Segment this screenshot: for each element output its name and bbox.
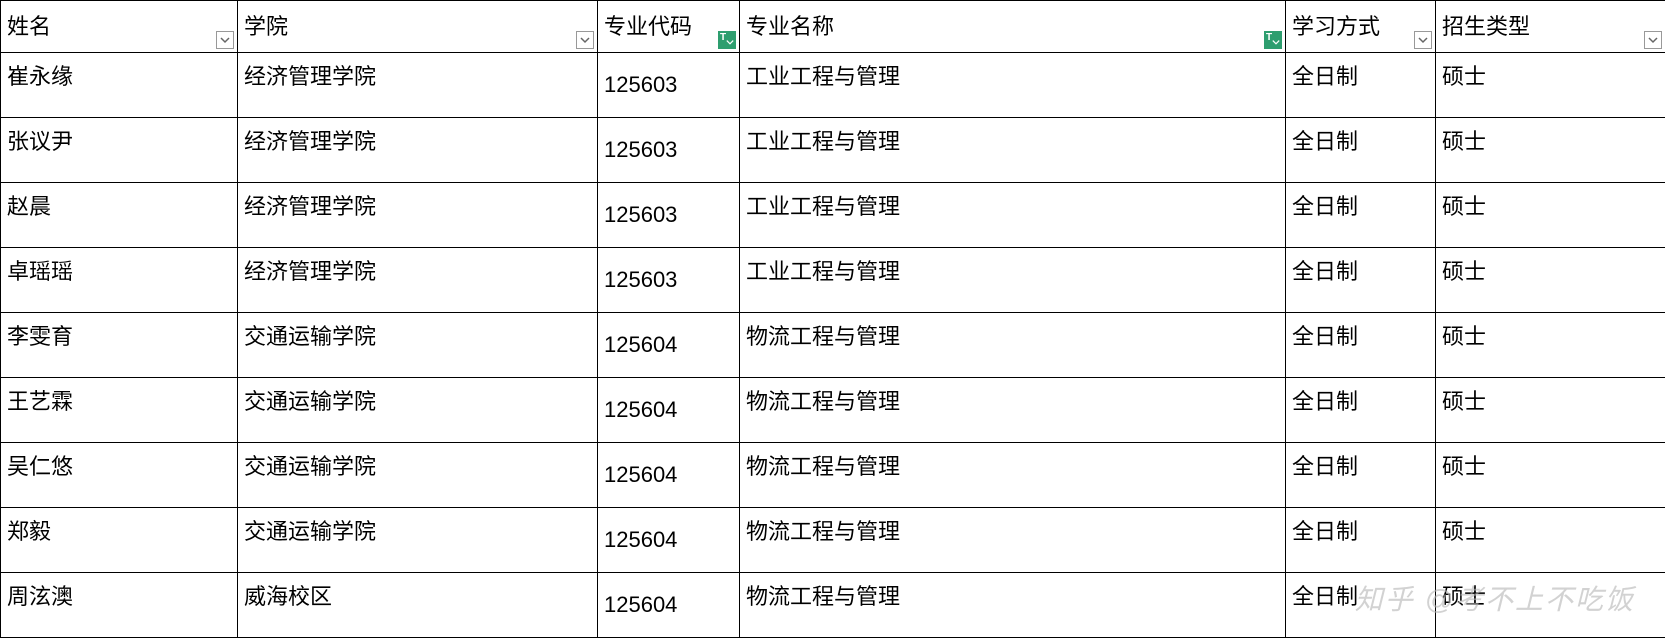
cell-code[interactable]: 125604 — [598, 313, 740, 378]
cell-name[interactable]: 张议尹 — [1, 118, 238, 183]
cell-type[interactable]: 硕士 — [1436, 248, 1665, 313]
filter-dropdown-icon[interactable] — [216, 31, 234, 49]
cell-major[interactable]: 工业工程与管理 — [740, 53, 1286, 118]
cell-name[interactable]: 吴仁悠 — [1, 443, 238, 508]
column-label: 专业代码 — [604, 14, 692, 39]
cell-code[interactable]: 125604 — [598, 378, 740, 443]
cell-college[interactable]: 交通运输学院 — [238, 313, 598, 378]
cell-type[interactable]: 硕士 — [1436, 313, 1665, 378]
cell-mode[interactable]: 全日制 — [1286, 378, 1436, 443]
cell-type[interactable]: 硕士 — [1436, 508, 1665, 573]
column-header-name[interactable]: 姓名 — [1, 1, 238, 53]
cell-major[interactable]: 工业工程与管理 — [740, 248, 1286, 313]
cell-name[interactable]: 卓瑶瑶 — [1, 248, 238, 313]
cell-college[interactable]: 威海校区 — [238, 573, 598, 638]
cell-code[interactable]: 125604 — [598, 443, 740, 508]
data-table: 姓名 学院 专业代码 专业名称 — [0, 0, 1665, 638]
cell-mode[interactable]: 全日制 — [1286, 313, 1436, 378]
cell-type[interactable]: 硕士 — [1436, 118, 1665, 183]
cell-mode[interactable]: 全日制 — [1286, 508, 1436, 573]
cell-mode[interactable]: 全日制 — [1286, 443, 1436, 508]
column-label: 学院 — [244, 14, 288, 39]
cell-code[interactable]: 125603 — [598, 118, 740, 183]
cell-mode[interactable]: 全日制 — [1286, 183, 1436, 248]
cell-code[interactable]: 125604 — [598, 508, 740, 573]
table-row[interactable]: 郑毅 交通运输学院 125604 物流工程与管理 全日制 硕士 — [1, 508, 1665, 573]
cell-college[interactable]: 经济管理学院 — [238, 118, 598, 183]
column-header-major[interactable]: 专业名称 — [740, 1, 1286, 53]
cell-major[interactable]: 物流工程与管理 — [740, 313, 1286, 378]
table-header-row: 姓名 学院 专业代码 专业名称 — [1, 1, 1665, 53]
cell-type[interactable]: 硕士 — [1436, 183, 1665, 248]
table-row[interactable]: 吴仁悠 交通运输学院 125604 物流工程与管理 全日制 硕士 — [1, 443, 1665, 508]
cell-type[interactable]: 硕士 — [1436, 53, 1665, 118]
cell-code[interactable]: 125603 — [598, 53, 740, 118]
column-header-code[interactable]: 专业代码 — [598, 1, 740, 53]
cell-name[interactable]: 赵晨 — [1, 183, 238, 248]
cell-college[interactable]: 交通运输学院 — [238, 443, 598, 508]
cell-mode[interactable]: 全日制 — [1286, 248, 1436, 313]
filter-dropdown-icon[interactable] — [1644, 31, 1662, 49]
cell-code[interactable]: 125603 — [598, 183, 740, 248]
column-label: 招生类型 — [1442, 14, 1530, 39]
cell-name[interactable]: 王艺霖 — [1, 378, 238, 443]
cell-major[interactable]: 物流工程与管理 — [740, 378, 1286, 443]
cell-major[interactable]: 物流工程与管理 — [740, 573, 1286, 638]
cell-college[interactable]: 经济管理学院 — [238, 53, 598, 118]
cell-mode[interactable]: 全日制 — [1286, 573, 1436, 638]
cell-code[interactable]: 125603 — [598, 248, 740, 313]
table-row[interactable]: 王艺霖 交通运输学院 125604 物流工程与管理 全日制 硕士 — [1, 378, 1665, 443]
cell-name[interactable]: 郑毅 — [1, 508, 238, 573]
column-header-mode[interactable]: 学习方式 — [1286, 1, 1436, 53]
column-header-college[interactable]: 学院 — [238, 1, 598, 53]
cell-college[interactable]: 经济管理学院 — [238, 183, 598, 248]
cell-name[interactable]: 周泫澳 — [1, 573, 238, 638]
cell-mode[interactable]: 全日制 — [1286, 53, 1436, 118]
cell-type[interactable]: 硕士 — [1436, 378, 1665, 443]
table-row[interactable]: 卓瑶瑶 经济管理学院 125603 工业工程与管理 全日制 硕士 — [1, 248, 1665, 313]
cell-code[interactable]: 125604 — [598, 573, 740, 638]
table-row[interactable]: 赵晨 经济管理学院 125603 工业工程与管理 全日制 硕士 — [1, 183, 1665, 248]
cell-mode[interactable]: 全日制 — [1286, 118, 1436, 183]
cell-type[interactable]: 硕士 — [1436, 443, 1665, 508]
cell-major[interactable]: 物流工程与管理 — [740, 508, 1286, 573]
column-label: 专业名称 — [746, 14, 834, 39]
cell-college[interactable]: 交通运输学院 — [238, 508, 598, 573]
column-label: 姓名 — [7, 14, 51, 39]
table-row[interactable]: 李雯育 交通运输学院 125604 物流工程与管理 全日制 硕士 — [1, 313, 1665, 378]
table-row[interactable]: 周泫澳 威海校区 125604 物流工程与管理 全日制 硕士 — [1, 573, 1665, 638]
filter-dropdown-icon[interactable] — [1414, 31, 1432, 49]
column-label: 学习方式 — [1292, 14, 1380, 39]
cell-college[interactable]: 经济管理学院 — [238, 248, 598, 313]
table-row[interactable]: 张议尹 经济管理学院 125603 工业工程与管理 全日制 硕士 — [1, 118, 1665, 183]
table-row[interactable]: 崔永缘 经济管理学院 125603 工业工程与管理 全日制 硕士 — [1, 53, 1665, 118]
cell-major[interactable]: 工业工程与管理 — [740, 118, 1286, 183]
cell-type[interactable]: 硕士 — [1436, 573, 1665, 638]
cell-major[interactable]: 工业工程与管理 — [740, 183, 1286, 248]
cell-college[interactable]: 交通运输学院 — [238, 378, 598, 443]
cell-name[interactable]: 崔永缘 — [1, 53, 238, 118]
filter-active-icon[interactable] — [718, 31, 736, 49]
filter-dropdown-icon[interactable] — [576, 31, 594, 49]
filter-active-icon[interactable] — [1264, 31, 1282, 49]
cell-name[interactable]: 李雯育 — [1, 313, 238, 378]
cell-major[interactable]: 物流工程与管理 — [740, 443, 1286, 508]
column-header-type[interactable]: 招生类型 — [1436, 1, 1665, 53]
table-body: 崔永缘 经济管理学院 125603 工业工程与管理 全日制 硕士 张议尹 经济管… — [1, 53, 1665, 638]
